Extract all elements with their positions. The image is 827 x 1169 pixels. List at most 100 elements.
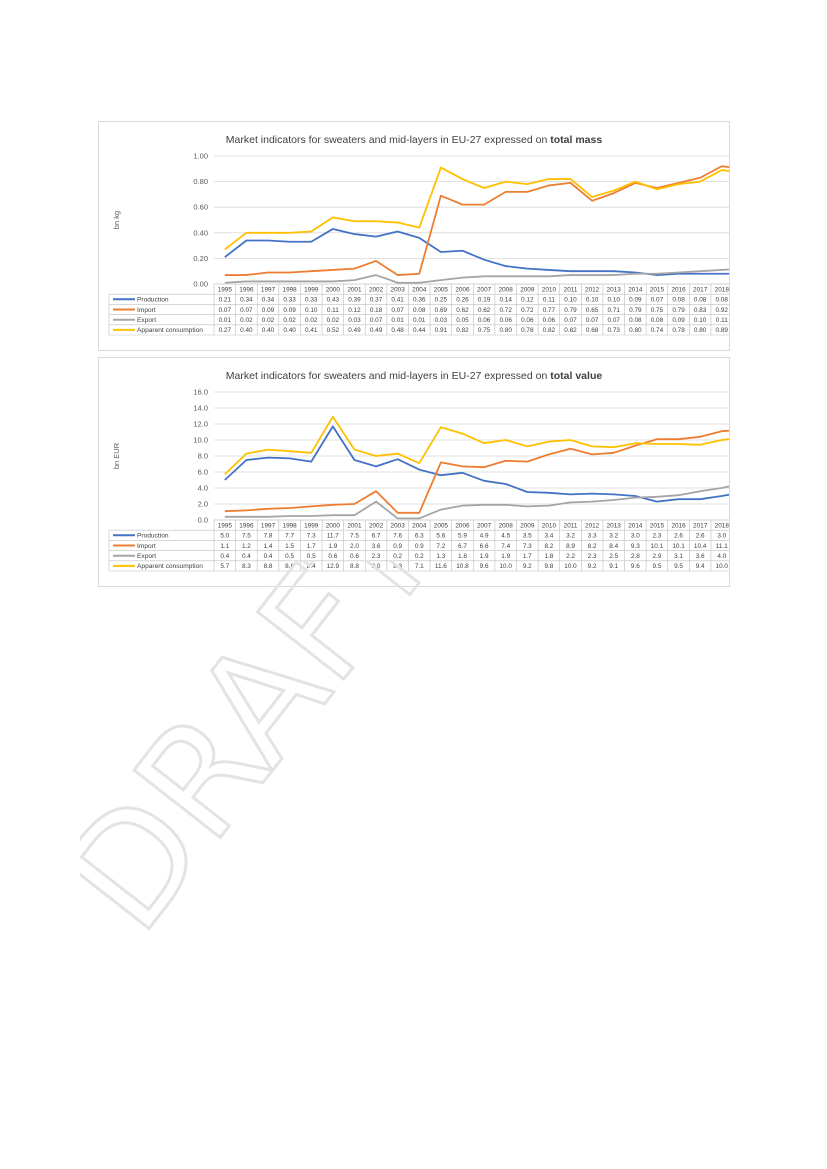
data-table-cell: 7.1 bbox=[415, 563, 424, 570]
x-tick-label: 1999 bbox=[304, 522, 319, 529]
data-table-cell: 0.10 bbox=[586, 297, 599, 304]
x-tick-label: 2013 bbox=[607, 286, 622, 293]
x-tick-label: 2015 bbox=[650, 286, 665, 293]
data-table-cell: 0.79 bbox=[672, 307, 685, 314]
data-table-cell: 0.06 bbox=[478, 317, 491, 324]
series-line-apparent-consumption bbox=[224, 415, 729, 476]
data-table-cell: 1.1 bbox=[220, 543, 229, 550]
legend-label: Production bbox=[137, 533, 169, 540]
data-table-cell: 2.3 bbox=[653, 533, 662, 540]
x-tick-label: 2015 bbox=[650, 522, 665, 529]
data-table-cell: 5.0 bbox=[220, 533, 229, 540]
data-table-cell: 8.6 bbox=[285, 563, 294, 570]
data-table-cell: 0.4 bbox=[242, 553, 251, 560]
data-table-cell: 6.6 bbox=[480, 543, 489, 550]
data-table-cell: 10.0 bbox=[499, 563, 512, 570]
data-table-cell: 0.48 bbox=[391, 327, 404, 334]
x-tick-label: 2001 bbox=[347, 286, 362, 293]
data-table-cell: 0.08 bbox=[694, 297, 707, 304]
x-tick-label: 2006 bbox=[455, 286, 470, 293]
data-table-cell: 0.34 bbox=[262, 297, 275, 304]
y-tick-label: 0.00 bbox=[193, 280, 208, 289]
data-table-cell: 8.3 bbox=[393, 563, 402, 570]
data-table-cell: 7.5 bbox=[242, 533, 251, 540]
data-table-cell: 0.92 bbox=[716, 307, 729, 314]
x-tick-label: 2012 bbox=[585, 286, 600, 293]
x-tick-label: 2014 bbox=[628, 286, 643, 293]
data-table-cell: 0.08 bbox=[651, 317, 664, 324]
y-tick-label: 0.0 bbox=[198, 516, 208, 525]
x-tick-label: 2002 bbox=[369, 522, 384, 529]
y-tick-label: 8.0 bbox=[198, 452, 208, 461]
data-table-cell: 0.69 bbox=[435, 307, 448, 314]
legend-label: Apparent consumption bbox=[137, 563, 203, 570]
data-table-cell: 2.6 bbox=[696, 533, 705, 540]
data-table-cell: 7.8 bbox=[264, 533, 273, 540]
data-table-cell: 0.9 bbox=[415, 543, 424, 550]
data-table-cell: 1.5 bbox=[285, 543, 294, 550]
data-table-cell: 0.02 bbox=[283, 317, 296, 324]
y-tick-label: 0.60 bbox=[193, 203, 208, 212]
data-table-cell: 12.9 bbox=[327, 563, 340, 570]
chart-title: Market indicators for sweaters and mid-l… bbox=[226, 370, 603, 382]
data-table-cell: 0.02 bbox=[240, 317, 253, 324]
draft-watermark: DRAFT - WORK IN PROGRESS bbox=[80, 560, 780, 960]
data-table-cell: 4.0 bbox=[717, 553, 726, 560]
data-table-cell: 0.79 bbox=[564, 307, 577, 314]
data-table-cell: 3.6 bbox=[696, 553, 705, 560]
data-table-cell: 0.11 bbox=[327, 307, 339, 314]
data-table-cell: 0.80 bbox=[694, 327, 707, 334]
data-table-cell: 8.8 bbox=[350, 563, 359, 570]
data-table-cell: 0.25 bbox=[435, 297, 448, 304]
x-tick-label: 1996 bbox=[239, 522, 254, 529]
data-table-cell: 1.3 bbox=[436, 553, 445, 560]
y-axis-label: bn EUR bbox=[112, 442, 121, 469]
x-tick-label: 2004 bbox=[412, 286, 427, 293]
data-table-cell: 9.2 bbox=[523, 563, 532, 570]
data-table-cell: 1.9 bbox=[501, 553, 510, 560]
data-table-cell: 0.6 bbox=[350, 553, 359, 560]
data-table-cell: 2.8 bbox=[631, 553, 640, 560]
series-line-export bbox=[224, 268, 729, 284]
data-table-cell: 3.2 bbox=[566, 533, 575, 540]
data-table-cell: 0.09 bbox=[629, 297, 642, 304]
data-table-cell: 0.12 bbox=[348, 307, 361, 314]
data-table-cell: 0.37 bbox=[370, 297, 383, 304]
data-table-cell: 10.1 bbox=[672, 543, 685, 550]
data-table-cell: 0.12 bbox=[521, 297, 534, 304]
data-table-cell: 7.5 bbox=[350, 533, 359, 540]
value-chart-svg: Market indicators for sweaters and mid-l… bbox=[108, 370, 729, 572]
data-table-cell: 9.2 bbox=[588, 563, 597, 570]
x-tick-label: 1997 bbox=[261, 286, 276, 293]
data-table-cell: 0.36 bbox=[413, 297, 426, 304]
data-table-cell: 11.7 bbox=[327, 533, 339, 540]
data-table-cell: 0.01 bbox=[219, 317, 232, 324]
data-table-cell: 1.8 bbox=[458, 553, 467, 560]
data-table-cell: 0.34 bbox=[240, 297, 253, 304]
data-table-cell: 7.3 bbox=[523, 543, 532, 550]
data-table-cell: 8.4 bbox=[609, 543, 618, 550]
data-table-cell: 4.9 bbox=[480, 533, 489, 540]
data-table-cell: 1.9 bbox=[480, 553, 489, 560]
data-table-cell: 0.89 bbox=[716, 327, 729, 334]
data-table-cell: 0.09 bbox=[672, 317, 685, 324]
data-table-cell: 0.07 bbox=[564, 317, 577, 324]
data-table-cell: 0.08 bbox=[413, 307, 426, 314]
data-table-cell: 0.11 bbox=[716, 317, 728, 324]
x-tick-label: 1997 bbox=[261, 522, 276, 529]
data-table-cell: 3.2 bbox=[609, 533, 618, 540]
data-table-cell: 0.09 bbox=[262, 307, 275, 314]
data-table-cell: 0.43 bbox=[327, 297, 340, 304]
data-table-cell: 0.39 bbox=[348, 297, 361, 304]
data-table-cell: 1.7 bbox=[307, 543, 316, 550]
data-table-cell: 0.52 bbox=[327, 327, 340, 334]
x-tick-label: 2011 bbox=[564, 522, 578, 529]
data-table-cell: 0.03 bbox=[348, 317, 361, 324]
data-table-cell: 3.0 bbox=[631, 533, 640, 540]
data-table-cell: 0.02 bbox=[262, 317, 275, 324]
x-tick-label: 2009 bbox=[520, 522, 535, 529]
data-table-cell: 0.08 bbox=[672, 297, 685, 304]
data-table-cell: 0.07 bbox=[240, 307, 253, 314]
data-table-cell: 0.21 bbox=[219, 297, 232, 304]
data-table-cell: 0.02 bbox=[305, 317, 318, 324]
